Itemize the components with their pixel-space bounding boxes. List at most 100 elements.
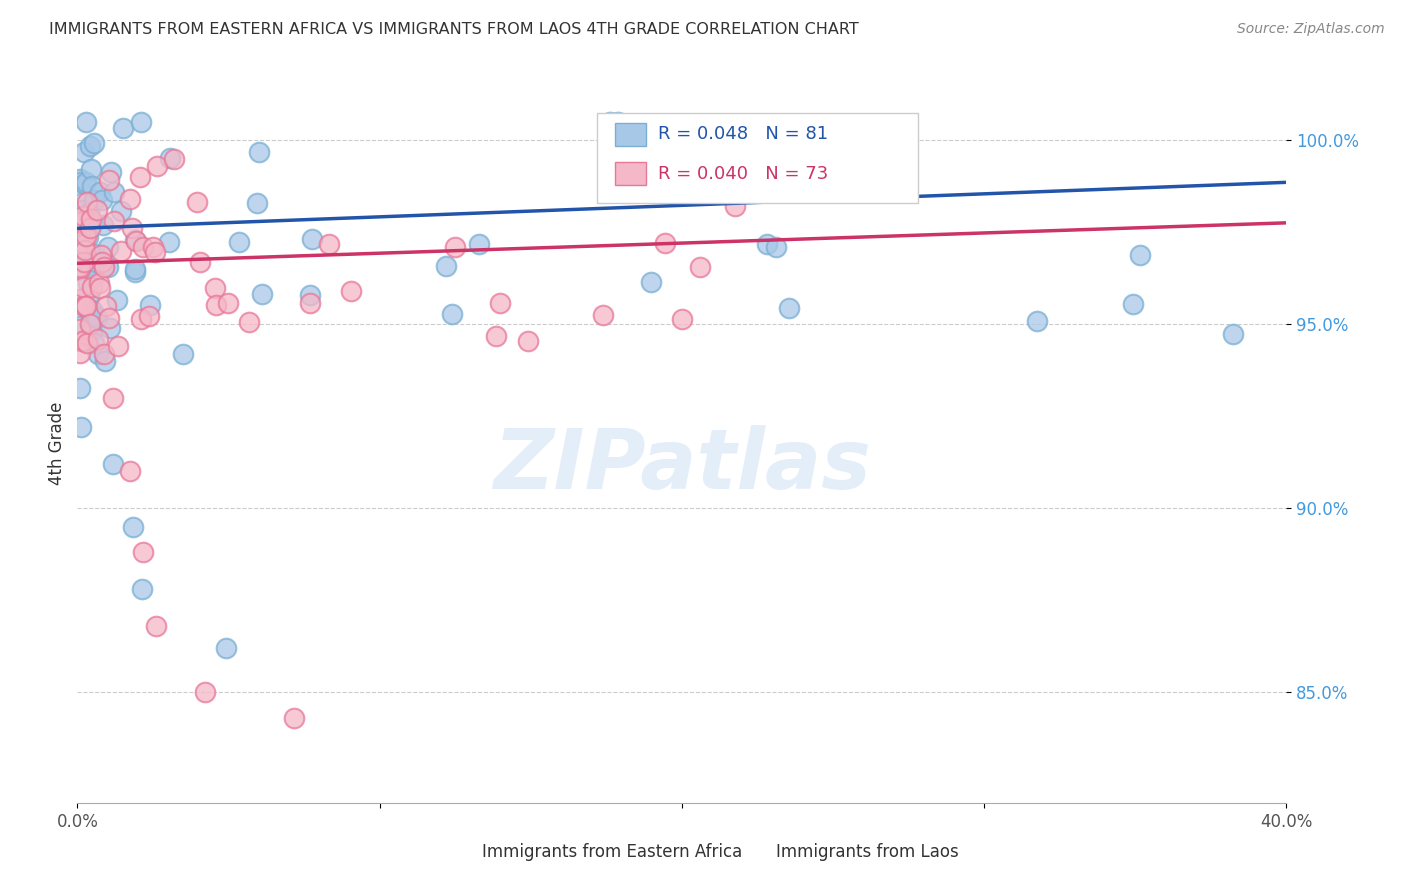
Point [83, 136, 105, 150]
Point [79, 139, 101, 153]
Point [84, 246, 107, 260]
Point [1122, 296, 1144, 310]
Point [124, 262, 146, 277]
Point [1129, 248, 1152, 262]
Point [110, 244, 132, 258]
Text: IMMIGRANTS FROM EASTERN AFRICA VS IMMIGRANTS FROM LAOS 4TH GRADE CORRELATION CHA: IMMIGRANTS FROM EASTERN AFRICA VS IMMIGR… [49, 22, 859, 37]
Point [129, 169, 152, 184]
Point [79, 221, 101, 235]
Point [72, 195, 94, 210]
Point [69, 216, 91, 230]
Point [75, 229, 97, 244]
Point [186, 194, 208, 209]
Point [80, 211, 103, 226]
Text: ZIPatlas: ZIPatlas [494, 425, 870, 506]
Point [69, 261, 91, 276]
Point [443, 240, 465, 254]
Point [90, 193, 112, 207]
Point [671, 312, 693, 326]
Point [139, 298, 162, 312]
Point [724, 199, 747, 213]
Point [91, 254, 114, 268]
FancyBboxPatch shape [446, 841, 472, 862]
Point [249, 145, 271, 159]
Point [75, 175, 97, 189]
Point [592, 308, 614, 322]
Point [77, 276, 100, 290]
Point [82, 270, 104, 285]
Point [100, 165, 122, 179]
Point [138, 309, 160, 323]
Point [228, 235, 250, 250]
Point [69, 171, 91, 186]
Point [132, 545, 155, 559]
Point [159, 152, 181, 166]
Point [250, 286, 273, 301]
Point [72, 299, 94, 313]
Point [73, 177, 96, 191]
Point [238, 315, 260, 329]
Text: Immigrants from Eastern Africa: Immigrants from Eastern Africa [482, 843, 742, 861]
Point [129, 114, 152, 128]
Point [82, 325, 104, 339]
Point [93, 346, 115, 360]
FancyBboxPatch shape [598, 113, 918, 203]
Point [131, 582, 153, 597]
Point [204, 281, 226, 295]
Point [84, 255, 107, 269]
Point [101, 391, 124, 405]
Point [97, 240, 120, 254]
Point [86, 202, 108, 217]
Point [654, 235, 676, 250]
Point [76, 229, 98, 244]
Point [89, 281, 111, 295]
Point [1222, 326, 1244, 341]
Point [205, 298, 228, 312]
Point [79, 259, 101, 273]
Text: R = 0.040   N = 73: R = 0.040 N = 73 [658, 165, 828, 183]
Point [70, 244, 93, 258]
Point [172, 346, 194, 360]
Point [110, 204, 132, 219]
Text: Source: ZipAtlas.com: Source: ZipAtlas.com [1237, 22, 1385, 37]
Point [105, 293, 128, 307]
Point [246, 196, 269, 211]
Point [87, 332, 110, 346]
Point [75, 299, 97, 313]
FancyBboxPatch shape [616, 123, 645, 145]
Point [124, 265, 146, 279]
Point [80, 302, 103, 317]
Point [77, 287, 100, 301]
Point [145, 619, 167, 633]
Point [340, 285, 363, 299]
Point [83, 193, 105, 207]
Point [194, 685, 217, 699]
Point [89, 186, 111, 200]
Point [485, 329, 508, 343]
Point [299, 296, 322, 310]
Text: R = 0.048   N = 81: R = 0.048 N = 81 [658, 125, 828, 144]
Point [94, 354, 117, 368]
Point [97, 311, 120, 326]
Point [98, 321, 121, 335]
Point [93, 260, 115, 274]
Point [93, 259, 115, 273]
Point [90, 247, 112, 261]
Point [640, 275, 662, 289]
Point [69, 175, 91, 189]
Point [76, 336, 98, 351]
Point [76, 194, 98, 209]
Point [69, 260, 91, 274]
Point [765, 240, 787, 254]
Point [69, 381, 91, 395]
Point [157, 235, 180, 250]
Point [756, 237, 779, 252]
Point [103, 185, 125, 199]
Point [299, 287, 322, 301]
Point [489, 296, 512, 310]
Point [72, 280, 94, 294]
Point [440, 307, 463, 321]
Point [97, 260, 120, 274]
Point [146, 159, 169, 173]
Point [87, 346, 110, 360]
